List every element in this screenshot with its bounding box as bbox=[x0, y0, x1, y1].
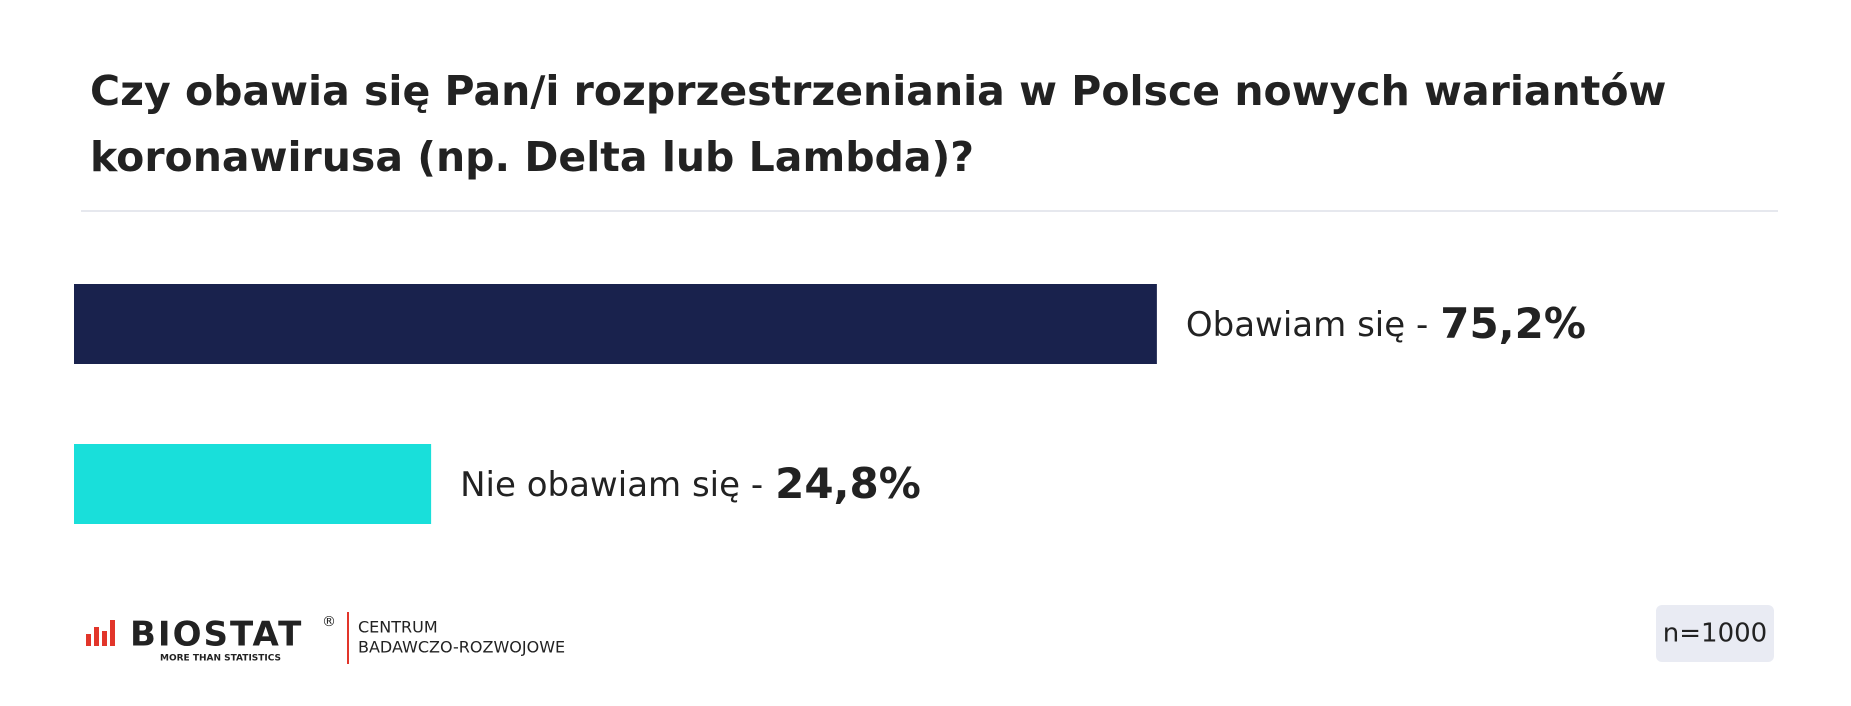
unit-line: CENTRUM bbox=[358, 618, 438, 637]
registered: ® bbox=[322, 614, 336, 630]
chart-title: Czy obawia się Pan/i rozprzestrzeniania … bbox=[90, 67, 1667, 181]
bar bbox=[74, 444, 432, 524]
logo-bar bbox=[94, 627, 99, 646]
logo-bar bbox=[110, 620, 115, 646]
category-label: Obawiam się - bbox=[1186, 305, 1428, 345]
bar-label: Obawiam się - 75,2% bbox=[1186, 299, 1586, 348]
logo-bar bbox=[86, 634, 91, 646]
bars: Obawiam się - 75,2% Nie obawiam się - 24,8% bbox=[74, 284, 1586, 524]
logo-bar bbox=[102, 631, 107, 646]
tagline: MORE THAN STATISTICS bbox=[160, 654, 281, 664]
sample-badge bbox=[1656, 605, 1774, 662]
value-label: 24,8% bbox=[775, 459, 921, 508]
bar-label: Nie obawiam się - 24,8% bbox=[460, 459, 921, 508]
value-label: 75,2% bbox=[1440, 299, 1586, 348]
sample-size: n=1000 bbox=[1663, 619, 1767, 649]
brand: BIOSTAT bbox=[130, 615, 303, 655]
category-label: Nie obawiam się - bbox=[460, 465, 763, 505]
title-box: Czy obawia się Pan/i rozprzestrzeniania … bbox=[90, 67, 1667, 181]
logo: BIOSTAT ® MORE THAN STATISTICS CENTRUM B… bbox=[86, 612, 565, 664]
bar bbox=[74, 284, 1157, 364]
unit-line: BADAWCZO-ROZWOJOWE bbox=[358, 638, 565, 657]
